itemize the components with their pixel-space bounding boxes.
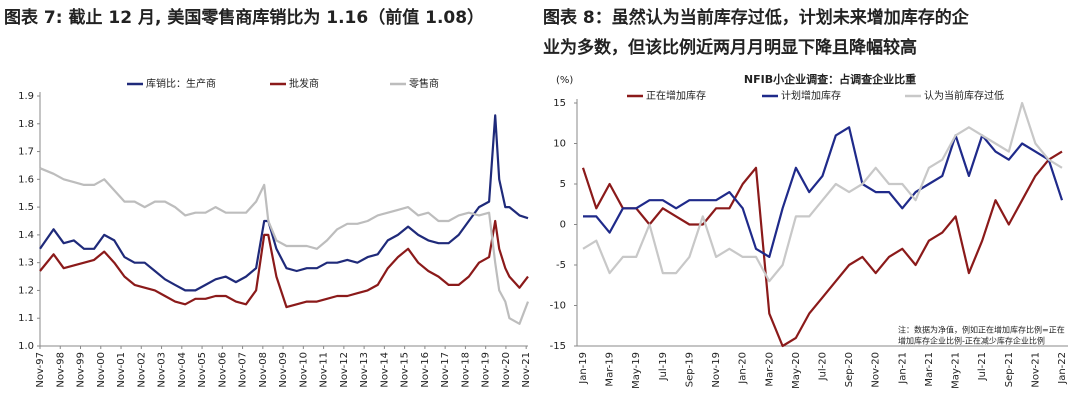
y-tick-label: 1.1 (18, 313, 34, 324)
x-tick-label: Jan-22 (1057, 352, 1068, 385)
x-tick-label: Mar-21 (924, 352, 935, 387)
y-tick-label: 1.2 (18, 285, 34, 296)
y-tick-label: 1.4 (18, 230, 34, 241)
y-tick-label: 10 (553, 139, 566, 150)
y-tick-label: 1.3 (18, 258, 34, 269)
chart-title: 图表 7: 截止 12 月, 美国零售商库销比为 1.16（前值 1.08） (4, 7, 484, 28)
legend-label: 零售商 (409, 77, 439, 90)
series-line (583, 126, 1064, 258)
legend-label: 正在增加库存 (646, 89, 706, 102)
legend-label: 库销比：生产商 (146, 77, 216, 90)
x-tick-label: Jul-20 (818, 352, 829, 381)
x-tick-label: Nov-06 (217, 352, 228, 388)
note: 注：数据为净值，例如正在增加库存比例=正在 (898, 325, 1065, 335)
x-tick-label: Nov-97 (35, 352, 46, 388)
x-tick-label: May-21 (951, 352, 962, 389)
x-tick-label: Nov-07 (238, 352, 249, 388)
series-line (582, 101, 1063, 283)
y-tick-label: -5 (556, 260, 566, 271)
y-tick-label: 5 (560, 179, 566, 190)
y-tick-label: 1.7 (18, 147, 34, 158)
y-tick-label: -15 (550, 341, 566, 352)
series-line (39, 167, 530, 325)
series-line (581, 150, 1063, 348)
x-tick-label: Nov-03 (157, 352, 168, 388)
x-tick-label: Nov-01 (116, 352, 127, 388)
x-tick-label: Jan-20 (738, 352, 749, 385)
x-tick-label: Jan-19 (578, 352, 589, 385)
x-tick-label: Sep-21 (1004, 352, 1015, 387)
x-tick-label: Jul-21 (977, 352, 988, 381)
y-tick-label: 1.5 (18, 202, 34, 213)
x-tick-label: Nov-00 (96, 352, 107, 388)
x-tick-label: Nov-18 (460, 352, 471, 388)
y-axis-label: (%) (556, 75, 573, 86)
x-tick-label: Nov-21 (1030, 352, 1041, 388)
x-tick-label: Nov-14 (379, 352, 390, 388)
x-tick-label: Jan-21 (897, 352, 908, 385)
x-tick-label: Jul-19 (658, 352, 669, 381)
x-tick-label: Sep-19 (684, 352, 695, 387)
x-tick-label: Nov-12 (339, 352, 350, 388)
y-tick-label: 15 (553, 98, 566, 109)
x-tick-label: Nov-15 (400, 352, 411, 388)
x-tick-label: Nov-99 (76, 352, 87, 388)
x-tick-label: May-20 (791, 352, 802, 389)
x-tick-label: Nov-20 (871, 352, 882, 388)
x-tick-label: Nov-08 (258, 352, 269, 388)
x-tick-label: Nov-21 (521, 352, 532, 388)
series-line (39, 114, 529, 292)
y-tick-label: 1.0 (18, 341, 34, 352)
x-tick-label: Nov-16 (420, 352, 431, 388)
x-tick-label: Mar-20 (764, 352, 775, 387)
x-tick-label: Nov-13 (359, 352, 370, 388)
x-tick-label: Nov-04 (177, 352, 188, 388)
legend-label: 计划增加库存 (781, 89, 841, 102)
x-tick-label: Nov-05 (197, 352, 208, 388)
y-tick-label: 0 (560, 220, 566, 231)
chart-title: 业为多数，但该比例近两月月明显下降且降幅较高 (543, 37, 917, 58)
x-tick-label: Nov-17 (440, 352, 451, 388)
x-tick-label: Nov-98 (55, 352, 66, 388)
chart-title: 图表 8：虽然认为当前库存过低，计划未来增加库存的企 (543, 7, 970, 28)
x-tick-label: Nov-20 (501, 352, 512, 388)
x-tick-label: Sep-20 (844, 352, 855, 387)
x-tick-label: Nov-02 (136, 352, 147, 388)
legend-label: 认为当前库存过低 (924, 89, 1004, 102)
note: 增加库存企业比例-正在减少库存企业比例 (898, 336, 1045, 346)
subtitle: NFIB小企业调查：占调查企业比重 (744, 72, 916, 86)
x-tick-label: Nov-11 (319, 352, 330, 388)
x-tick-label: Nov-19 (711, 352, 722, 388)
y-tick-label: 1.6 (18, 174, 34, 185)
x-tick-label: Mar-19 (605, 352, 616, 387)
series-line (39, 219, 529, 309)
x-tick-label: May-19 (631, 352, 642, 389)
x-tick-label: Nov-19 (481, 352, 492, 388)
x-tick-label: Nov-10 (298, 352, 309, 388)
y-tick-label: 1.8 (18, 119, 34, 130)
x-tick-label: Nov-09 (278, 352, 289, 388)
legend-label: 批发商 (289, 77, 319, 90)
y-tick-label: -10 (550, 301, 566, 312)
y-tick-label: 1.9 (18, 91, 34, 102)
